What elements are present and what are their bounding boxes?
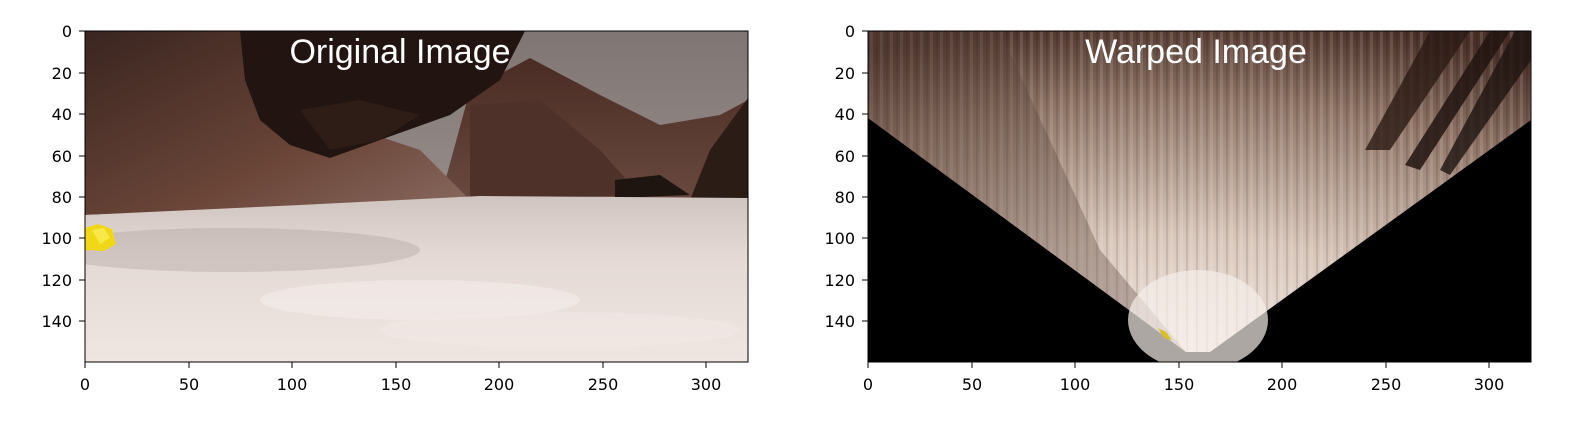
warped-y-axis: 0 20 40 60 80 100 120 140 — [824, 22, 868, 331]
warped-x-tick: 250 — [1371, 375, 1402, 394]
warped-y-tick: 60 — [835, 147, 855, 166]
original-y-tick: 40 — [52, 105, 72, 124]
warped-x-tick: 300 — [1474, 375, 1505, 394]
warped-title: Warped Image — [1085, 33, 1307, 71]
warped-x-tick: 150 — [1164, 375, 1195, 394]
warped-x-tick: 0 — [863, 375, 873, 394]
original-y-axis: 0 20 40 60 80 100 120 140 — [41, 22, 85, 331]
original-title: Original Image — [289, 33, 510, 71]
warped-y-tick: 140 — [824, 312, 855, 331]
warped-y-tick: 0 — [845, 22, 855, 41]
original-x-tick: 200 — [484, 375, 515, 394]
warped-y-tick: 80 — [835, 188, 855, 207]
original-y-tick: 60 — [52, 147, 72, 166]
original-y-tick: 140 — [41, 312, 72, 331]
warped-y-tick: 40 — [835, 105, 855, 124]
original-image — [85, 31, 748, 362]
original-image-panel: Original Image 0 20 40 60 80 100 120 140 — [41, 22, 749, 394]
warped-y-tick: 120 — [824, 271, 855, 290]
warped-x-tick: 100 — [1060, 375, 1091, 394]
warped-y-tick: 100 — [824, 229, 855, 248]
original-y-tick: 0 — [62, 22, 72, 41]
original-x-tick: 150 — [381, 375, 412, 394]
warped-image — [868, 31, 1531, 362]
original-x-axis: 0 50 100 150 200 250 300 — [80, 362, 721, 394]
original-y-tick: 80 — [52, 188, 72, 207]
original-x-tick: 300 — [691, 375, 722, 394]
warped-y-tick: 20 — [835, 64, 855, 83]
warped-x-tick: 200 — [1267, 375, 1298, 394]
original-y-tick: 20 — [52, 64, 72, 83]
original-x-tick: 0 — [80, 375, 90, 394]
original-x-tick: 50 — [179, 375, 199, 394]
original-y-tick: 120 — [41, 271, 72, 290]
original-y-tick: 100 — [41, 229, 72, 248]
warped-x-tick: 50 — [962, 375, 982, 394]
original-x-tick: 250 — [588, 375, 619, 394]
warped-image-panel: Warped Image 0 20 40 60 80 100 120 140 — [824, 22, 1532, 394]
warped-x-axis: 0 50 100 150 200 250 300 — [863, 362, 1504, 394]
original-x-tick: 100 — [277, 375, 308, 394]
